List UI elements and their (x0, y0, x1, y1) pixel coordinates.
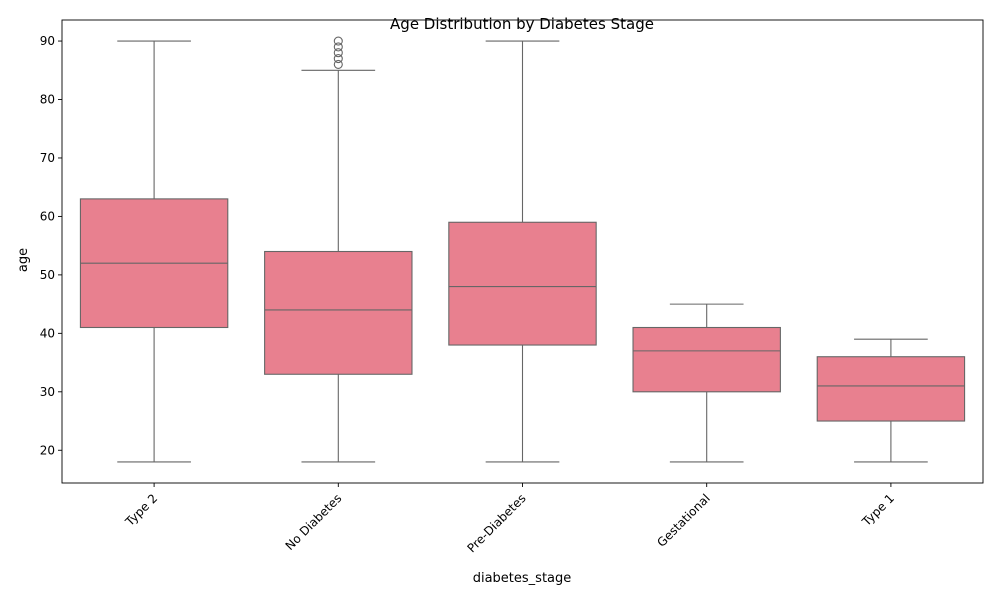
box-iqr (448, 221, 597, 346)
plot-frame (61, 19, 984, 484)
y-axis-label: age (16, 248, 31, 272)
x-axis-label: diabetes_stage (473, 571, 572, 586)
box-group (79, 40, 229, 463)
outlier-point (333, 42, 343, 52)
box-group (264, 36, 413, 463)
y-tick-label: 70 (40, 151, 55, 165)
outlier-point (333, 54, 343, 64)
box-group (816, 338, 966, 463)
box-iqr (632, 326, 781, 393)
y-tick-label: 90 (40, 34, 55, 48)
y-tick-label: 40 (40, 326, 55, 340)
y-axis: 20 30 40 50 60 70 80 90 (40, 34, 62, 457)
outlier-point (333, 36, 343, 46)
outlier-point (333, 59, 343, 69)
y-tick-label: 80 (40, 93, 55, 107)
box-group (632, 303, 781, 463)
box-group (448, 40, 597, 463)
y-tick-label: 50 (40, 268, 55, 282)
y-tick-label: 30 (40, 385, 55, 399)
chart-title: Age Distribution by Diabetes Stage (390, 15, 654, 33)
outlier-point (333, 48, 343, 58)
y-tick-label: 20 (40, 443, 55, 457)
y-tick-label: 60 (40, 209, 55, 223)
plot-area (79, 36, 966, 463)
box-iqr (816, 356, 966, 422)
box-iqr (264, 250, 413, 375)
